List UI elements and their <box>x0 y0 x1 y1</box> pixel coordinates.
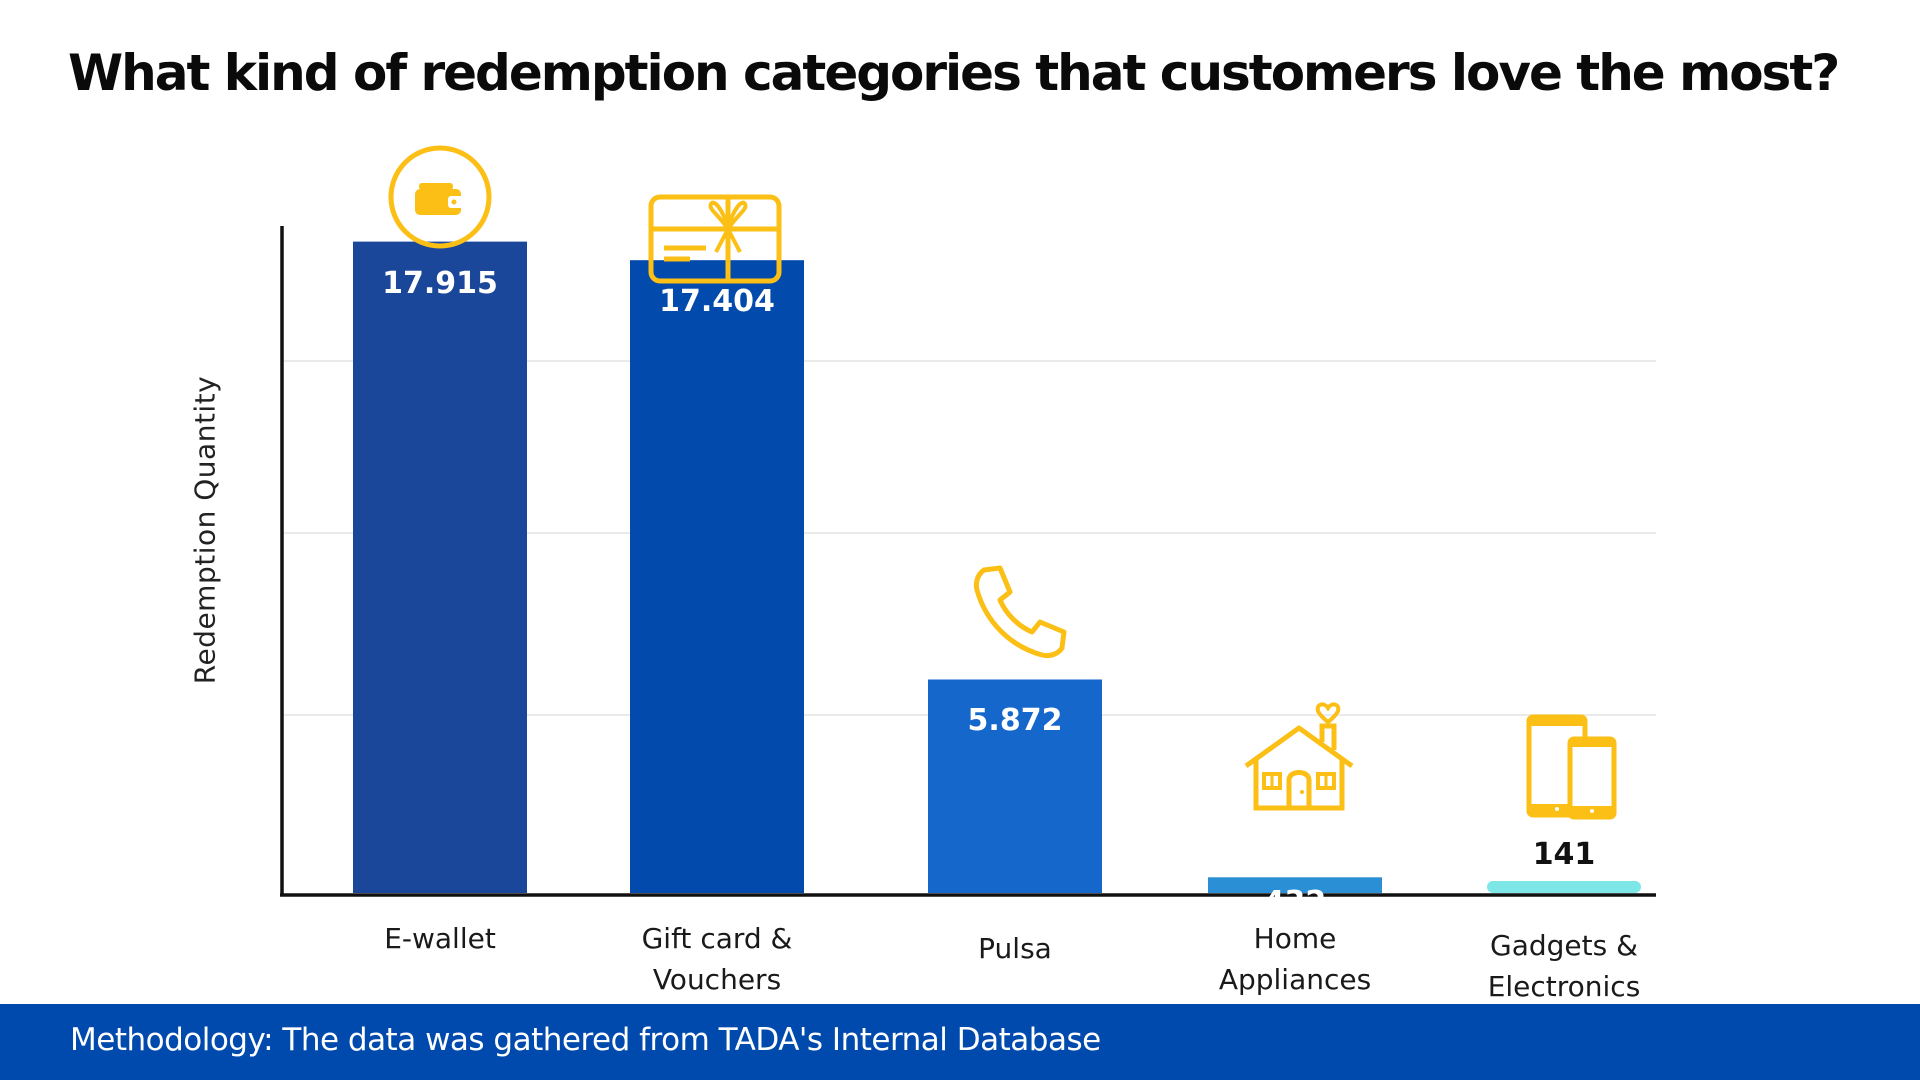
bar-pulsa <box>928 679 1102 893</box>
category-label: Gift card & Vouchers <box>641 922 793 996</box>
gift-card-icon <box>648 194 782 284</box>
data-label: 5.872 <box>967 703 1063 739</box>
wallet-icon <box>388 145 492 249</box>
footer-bar: Methodology: The data was gathered from … <box>0 1004 1920 1080</box>
category-label: Gadgets & Electronics <box>1487 929 1641 1003</box>
data-label: 17.404 <box>659 284 775 320</box>
bar-chart <box>280 226 1656 897</box>
bars <box>353 241 1641 893</box>
methodology-note: Methodology: The data was gathered from … <box>70 1022 1101 1058</box>
house-icon <box>1244 702 1354 811</box>
category-label: Pulsa <box>978 932 1052 965</box>
category-label: E-wallet <box>384 922 496 955</box>
bar-gift-card-vouchers <box>630 260 804 893</box>
bar-e-wallet <box>353 241 527 893</box>
phone-icon <box>973 565 1067 659</box>
data-label: 432 <box>1263 885 1327 921</box>
data-label: 141 <box>1532 837 1596 872</box>
devices-icon <box>1526 714 1617 820</box>
y-axis-label: Redemption Quantity <box>188 375 222 685</box>
category-label: Home Appliances <box>1218 922 1372 996</box>
chart-title: What kind of redemption categories that … <box>68 44 1840 102</box>
bar-home-appliances <box>1208 877 1382 893</box>
bar-gadgets-electronics <box>1487 881 1641 893</box>
data-label: 17.915 <box>382 265 498 301</box>
